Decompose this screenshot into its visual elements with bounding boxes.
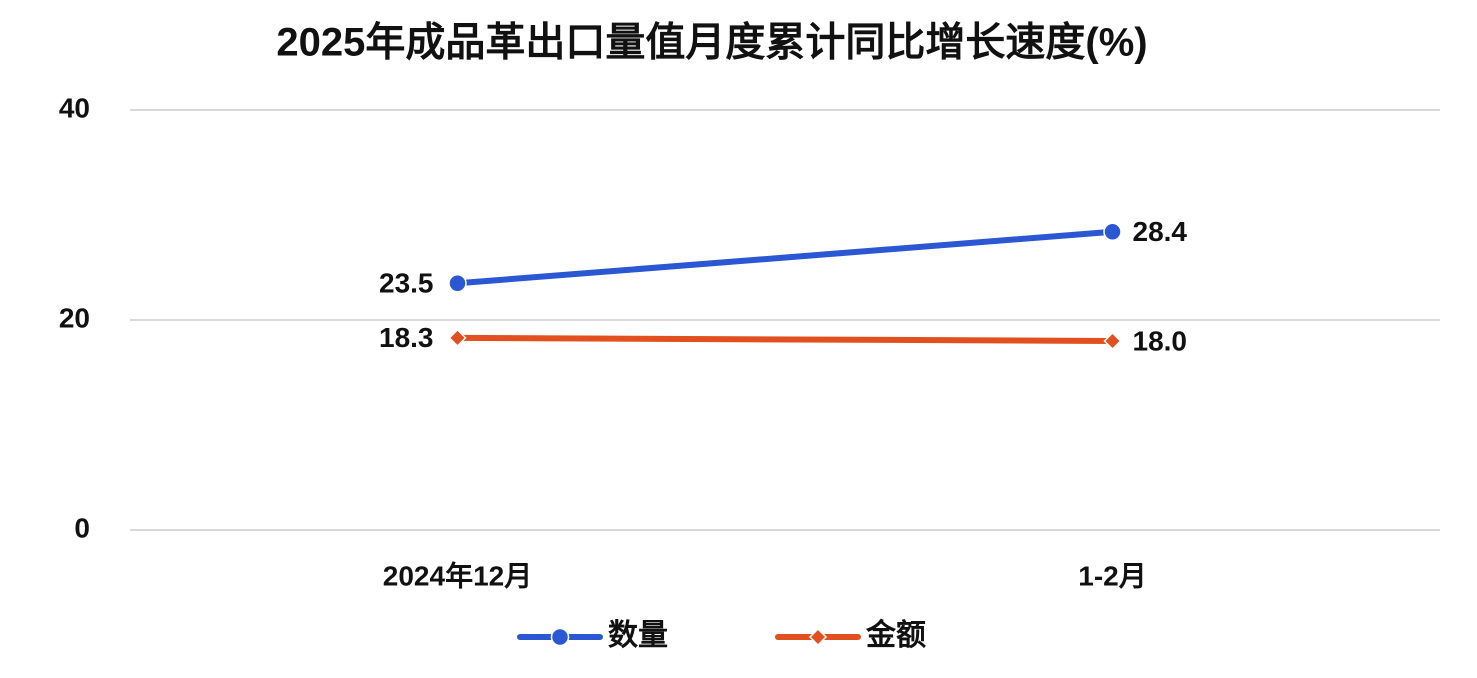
data-label: 18.3 [379, 322, 434, 353]
data-label: 18.0 [1133, 325, 1188, 356]
y-tick-label: 40 [59, 92, 90, 123]
data-label: 28.4 [1133, 216, 1188, 247]
diamond-marker [448, 328, 467, 347]
circle-marker [448, 274, 467, 293]
diamond-marker [808, 627, 828, 647]
diamond-marker [1103, 331, 1122, 351]
y-tick-label: 0 [74, 512, 90, 543]
chart-title: 2025年成品革出口量值月度累计同比增长速度(%) [276, 21, 1147, 65]
legend-label: 数量 [608, 619, 668, 652]
x-tick-label: 2024年12月 [383, 559, 532, 591]
legend-label: 金额 [865, 618, 926, 652]
circle-marker [550, 627, 570, 647]
y-tick-label: 20 [59, 302, 90, 333]
series-line [454, 228, 1116, 287]
x-tick-label: 1-2月 [1078, 560, 1146, 591]
circle-marker [1103, 222, 1122, 242]
data-label: 23.5 [379, 268, 434, 299]
series-line [454, 334, 1116, 344]
